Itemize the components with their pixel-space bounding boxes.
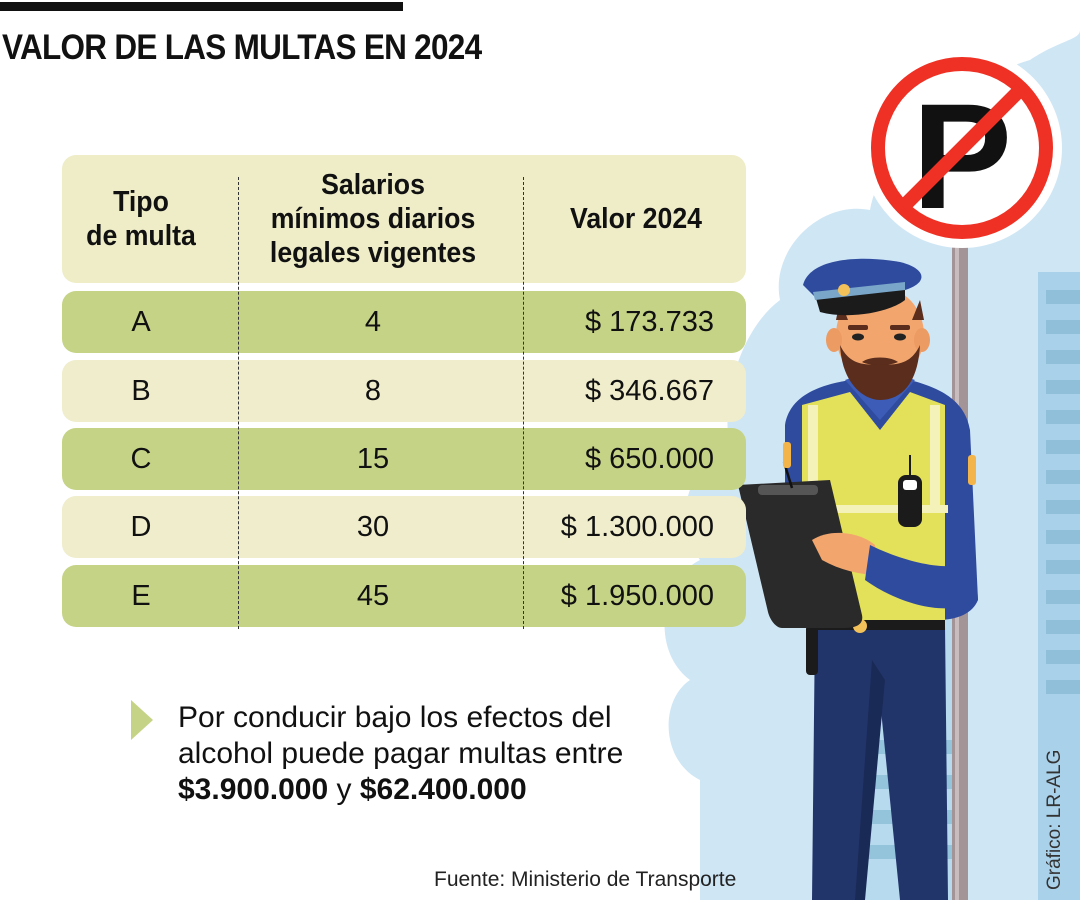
note-line-2: alcohol puede pagar multas entre [178, 737, 624, 770]
police-officer-illustration [738, 258, 978, 900]
note-min-amount: $3.900.000 [178, 773, 329, 806]
cell-valor: $ 1.950.000 [560, 579, 714, 612]
note-line-3: $3.900.000 y $62.400.000 [178, 772, 678, 808]
cell-tipo: E [131, 579, 151, 612]
cell-tipo: C [130, 442, 152, 475]
cell-valor: $ 650.000 [584, 442, 714, 475]
table-header-row: Tipo de multa Salarios mínimos diarios l… [62, 155, 746, 283]
no-parking-sign-icon: P [862, 48, 1062, 248]
cell-tipo: A [131, 305, 151, 338]
note-connector: y [336, 773, 352, 806]
alcohol-fine-note: Por conducir bajo los efectos del alcoho… [178, 700, 678, 808]
note-line-1: Por conducir bajo los efectos del [178, 701, 612, 734]
cell-salarios: 4 [364, 305, 382, 338]
building [1038, 272, 1080, 900]
column-divider [523, 177, 524, 629]
header-line: Tipo [113, 186, 169, 218]
cell-valor: $ 346.667 [584, 374, 714, 407]
header-line: Valor 2024 [569, 203, 703, 235]
cell-salarios: 8 [364, 374, 382, 407]
page-title: VALOR DE LAS MULTAS EN 2024 [2, 28, 482, 67]
cell-salarios: 45 [356, 579, 390, 612]
cell-valor: $ 1.300.000 [560, 510, 714, 543]
table-row: E 45 $ 1.950.000 [62, 565, 746, 627]
header-line: legales vigentes [269, 237, 477, 269]
note-max-amount: $62.400.000 [359, 773, 527, 806]
table-row: B 8 $ 346.667 [62, 360, 746, 422]
cell-tipo: D [130, 510, 152, 543]
table-row: D 30 $ 1.300.000 [62, 496, 746, 558]
cell-salarios: 30 [356, 510, 390, 543]
header-line: mínimos diarios [270, 203, 476, 235]
column-header-tipo: Tipo de multa [68, 185, 213, 253]
header-line: Salarios [321, 169, 425, 201]
table-row: C 15 $ 650.000 [62, 428, 746, 490]
column-header-valor: Valor 2024 [535, 202, 737, 236]
cell-salarios: 15 [356, 442, 390, 475]
table-row: A 4 $ 173.733 [62, 291, 746, 353]
cell-valor: $ 173.733 [584, 305, 714, 338]
source-text: Fuente: Ministerio de Transporte [434, 868, 737, 891]
column-header-salarios: Salarios mínimos diarios legales vigente… [232, 168, 514, 270]
triangle-bullet-icon [131, 700, 153, 740]
top-rule [0, 2, 403, 11]
cell-tipo: B [131, 374, 151, 407]
header-line: de multa [86, 220, 196, 252]
column-divider [238, 177, 239, 629]
graphic-credit: Gráfico: LR-ALG [1044, 749, 1065, 890]
